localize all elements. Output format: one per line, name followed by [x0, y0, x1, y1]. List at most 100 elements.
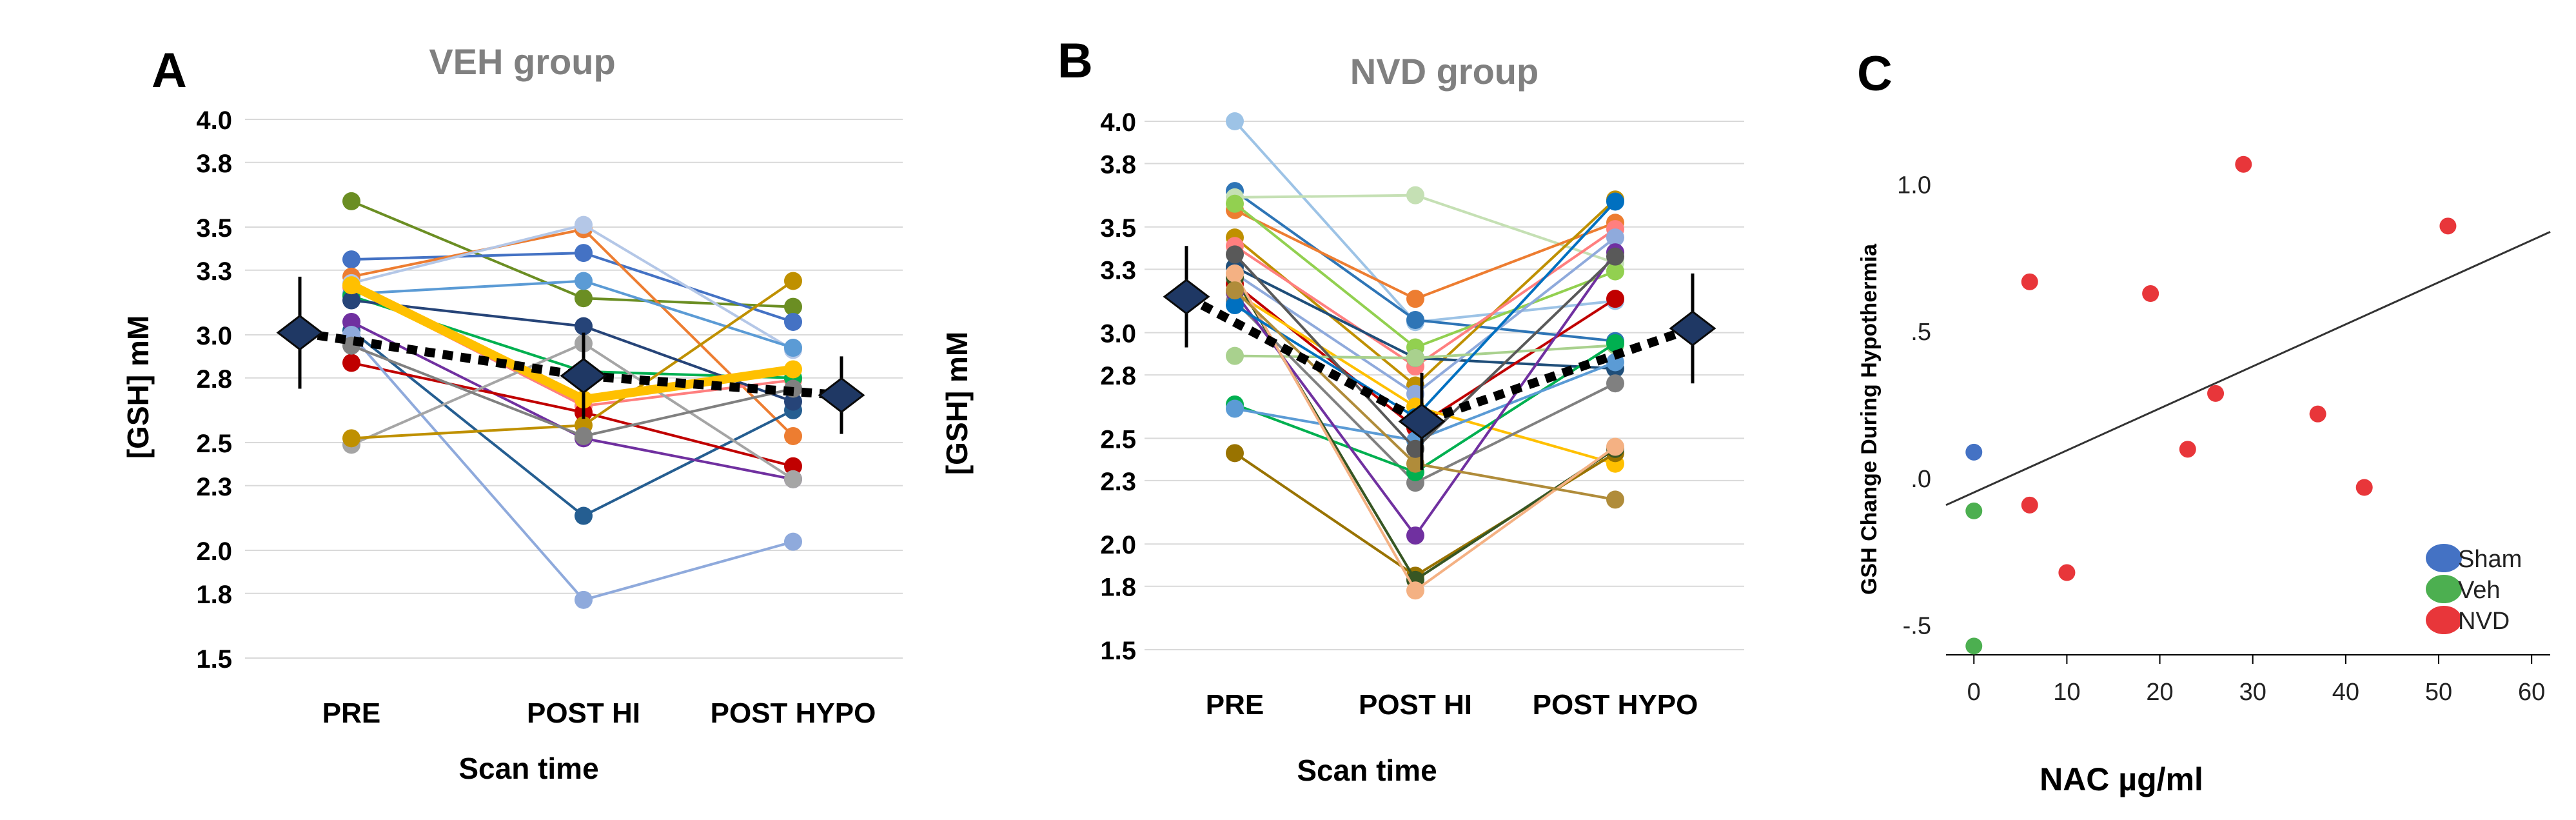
scatter-point-nvd — [2355, 479, 2373, 496]
series-s21 — [1226, 281, 1624, 509]
mean-line — [299, 328, 842, 400]
x-tick-label: 40 — [2332, 679, 2359, 706]
legend-swatch — [2426, 544, 2462, 572]
scatter-point-veh — [1965, 637, 1983, 655]
mean-marker — [276, 314, 324, 351]
data-point — [575, 215, 593, 234]
data-point — [342, 429, 360, 448]
y-tick-label: 3.3 — [1100, 256, 1136, 285]
data-point — [784, 339, 802, 357]
y-tick-label: -.5 — [1903, 612, 1931, 639]
data-point — [1606, 228, 1624, 247]
data-point — [1406, 310, 1424, 329]
data-point — [342, 250, 360, 269]
data-point — [1406, 526, 1424, 545]
x-tick-label: POST HYPO — [1533, 689, 1698, 721]
y-tick-label: 1.8 — [196, 581, 232, 609]
data-point — [1226, 264, 1244, 283]
x-tick-label: PRE — [322, 697, 380, 729]
regression-line — [1945, 231, 2551, 506]
y-tick-label: 1.5 — [1100, 637, 1136, 665]
data-point — [1226, 296, 1244, 315]
panel-c: C GSH Change During Hypothermia NAC µg/m… — [1857, 46, 2551, 797]
x-tick-label: POST HI — [527, 697, 640, 729]
y-tick-label: 2.5 — [196, 430, 232, 458]
scatter-point-nvd — [2439, 217, 2457, 235]
data-point — [342, 354, 360, 372]
panel-b-x-tick-labels: PRE POST HI POST HYPO — [1206, 689, 1698, 721]
panel-b-y-axis-label: [GSH] mM — [940, 332, 974, 475]
data-point — [342, 192, 360, 210]
y-tick-label: 1.0 — [1897, 172, 1931, 199]
data-point — [1406, 290, 1424, 308]
data-point — [575, 289, 593, 308]
y-tick-label: 1.5 — [196, 645, 232, 674]
data-point — [1226, 112, 1244, 130]
data-point — [1226, 194, 1244, 213]
legend-label: Veh — [2458, 577, 2501, 604]
y-tick-label: 3.8 — [1100, 151, 1136, 179]
x-tick-label: POST HI — [1359, 689, 1472, 721]
y-tick-label: 3.5 — [196, 214, 232, 243]
y-tick-label: 3.5 — [1100, 214, 1136, 243]
scatter-point-nvd — [2309, 405, 2326, 423]
y-tick-label: 1.8 — [1100, 574, 1136, 602]
panel-a-y-axis-label: [GSH] mM — [121, 315, 155, 459]
data-point — [1406, 385, 1424, 403]
mean-marker — [818, 377, 865, 414]
y-tick-label: .0 — [1911, 466, 1931, 493]
x-tick-label: PRE — [1206, 689, 1264, 721]
data-point — [784, 272, 802, 290]
data-point — [784, 392, 802, 411]
x-tick-label: 20 — [2146, 679, 2173, 706]
panel-c-fit — [1945, 231, 2551, 506]
mean-line — [1184, 292, 1695, 426]
scatter-point-nvd — [2142, 285, 2159, 303]
data-point — [1606, 262, 1624, 281]
legend-swatch — [2426, 575, 2462, 603]
panel-b-title: NVD group — [1350, 51, 1539, 92]
x-tick-label: 30 — [2239, 679, 2266, 706]
x-tick-label: 0 — [1967, 679, 1981, 706]
legend-swatch — [2426, 606, 2462, 634]
y-tick-label: 2.3 — [1100, 468, 1136, 496]
scatter-point-veh — [1965, 502, 1983, 519]
data-point — [1606, 490, 1624, 509]
panel-c-letter: C — [1857, 46, 1893, 101]
data-point — [784, 532, 802, 551]
y-tick-label: .5 — [1911, 319, 1931, 346]
series-s19 — [1226, 264, 1624, 600]
data-point — [342, 291, 360, 310]
data-point — [1406, 439, 1424, 458]
data-point — [1406, 186, 1424, 205]
y-tick-label: 2.0 — [196, 537, 232, 566]
legend-label: Sham — [2458, 546, 2522, 573]
data-point — [784, 297, 802, 316]
panel-c-x-ticks: 0 10 20 30 40 50 60 — [1967, 655, 2545, 706]
panel-a-title: VEH group — [429, 41, 615, 82]
y-tick-label: 2.0 — [1100, 531, 1136, 559]
panel-b-gridlines — [1145, 121, 1744, 650]
data-point — [575, 506, 593, 525]
x-tick-label: POST HYPO — [711, 697, 876, 729]
data-point — [1406, 348, 1424, 367]
mean-marker — [1163, 279, 1210, 315]
panel-c-x-axis-label: NAC µg/ml — [2040, 761, 2203, 797]
data-point — [575, 272, 593, 290]
scatter-point-nvd — [2207, 385, 2225, 402]
panel-b-series — [1226, 112, 1624, 600]
data-point — [1606, 374, 1624, 393]
panel-c-legend: Sham Veh NVD — [2426, 544, 2522, 635]
panel-b-x-axis-label: Scan time — [1297, 754, 1437, 787]
data-point — [1406, 581, 1424, 600]
scatter-point-nvd — [2235, 155, 2252, 173]
data-point — [1606, 437, 1624, 456]
y-tick-label: 4.0 — [196, 106, 232, 135]
x-tick-label: 10 — [2053, 679, 2080, 706]
data-point — [1606, 290, 1624, 308]
data-point — [784, 457, 802, 475]
scatter-point-nvd — [2179, 441, 2196, 458]
scatter-point-nvd — [2058, 564, 2076, 581]
